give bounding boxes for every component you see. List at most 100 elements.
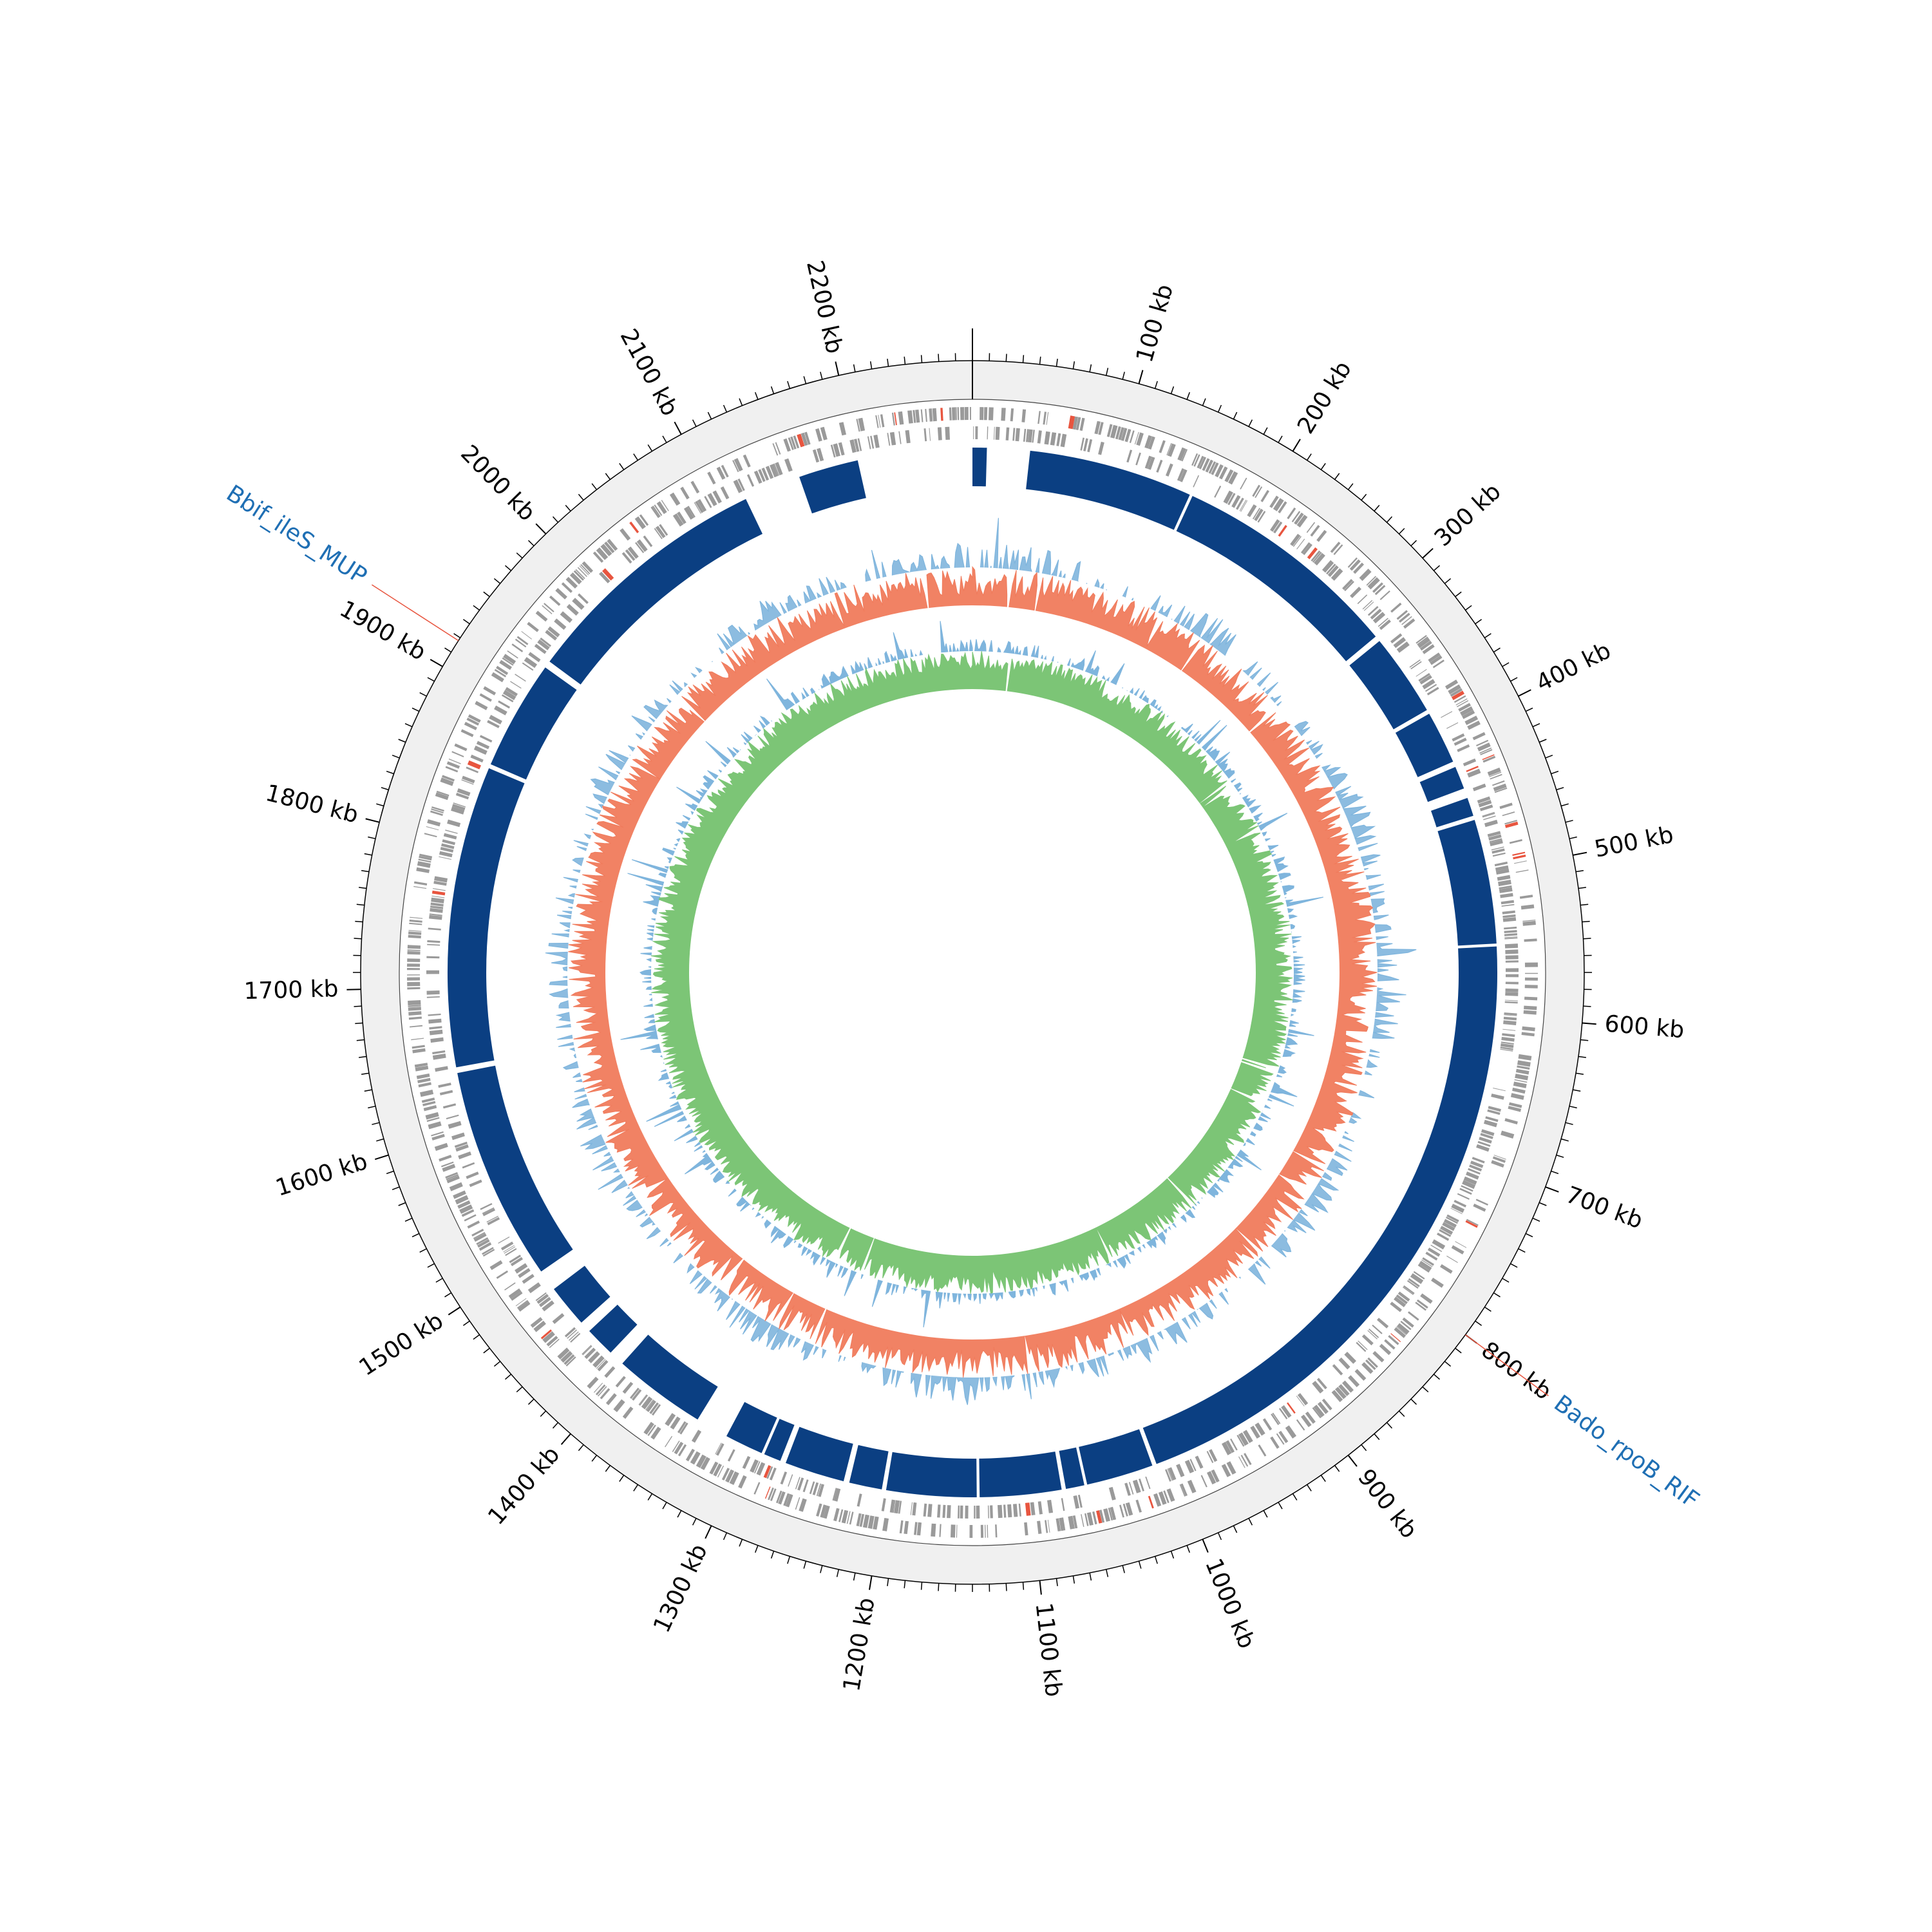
gene-feature [695, 500, 704, 513]
gene-feature [477, 1239, 490, 1248]
gene-feature [527, 621, 539, 632]
gene-feature [510, 1256, 523, 1267]
minor-tick [1154, 1556, 1158, 1564]
minor-tick [578, 1444, 584, 1452]
minor-tick [754, 1545, 759, 1553]
gene-feature [742, 1455, 751, 1469]
gene-feature [1501, 1130, 1515, 1139]
gene-feature [1139, 1478, 1144, 1492]
gene-feature [964, 407, 969, 421]
gene-feature [1446, 1214, 1459, 1222]
gene-feature [670, 1416, 681, 1430]
gene-feature [436, 790, 450, 797]
gene-feature [1179, 1484, 1186, 1497]
gene-feature [1135, 1499, 1142, 1513]
gene-feature [715, 1443, 722, 1455]
gene-feature [838, 442, 845, 456]
gene-feature [430, 902, 444, 907]
gene-feature [1223, 490, 1233, 504]
gene-feature [435, 1066, 448, 1072]
minor-tick [787, 1556, 791, 1564]
gene-feature [795, 1477, 800, 1490]
gene-feature [446, 761, 460, 769]
gene-feature [1518, 1054, 1532, 1061]
gene-feature [1475, 1198, 1488, 1206]
minor-tick [1386, 1422, 1393, 1429]
gene-feature [1504, 926, 1517, 930]
gene-feature [1272, 1412, 1281, 1425]
tick-label: 1300 kb [649, 1540, 713, 1636]
gene-feature [1361, 1362, 1374, 1374]
gene-feature [1430, 655, 1443, 665]
gene-feature [857, 438, 862, 451]
gene-feature [1311, 550, 1321, 562]
gene-feature [1240, 1455, 1249, 1467]
gene-feature [1145, 1476, 1151, 1490]
minor-tick [1022, 355, 1025, 363]
gene-feature [1077, 1495, 1083, 1508]
homology-block [589, 1304, 638, 1353]
minor-tick [662, 1502, 667, 1510]
gene-feature [470, 754, 484, 762]
minor-tick [1575, 869, 1584, 873]
gene-feature [1504, 937, 1518, 940]
gene-feature [407, 945, 421, 949]
minor-tick [1022, 1582, 1025, 1590]
gene-feature [1305, 1411, 1316, 1424]
gene-feature [1108, 1486, 1116, 1501]
gene-feature [547, 626, 560, 638]
minor-tick [398, 1202, 406, 1206]
gene-feature [503, 1245, 515, 1253]
minor-tick [356, 1039, 365, 1041]
minor-tick [1361, 493, 1367, 501]
gene-feature [459, 1204, 473, 1214]
gene-feature [1044, 431, 1050, 445]
homology-block [786, 1426, 853, 1482]
gene-feature [1403, 1285, 1415, 1294]
gene-feature [1012, 428, 1016, 441]
gene-feature [639, 1394, 649, 1406]
gene-feature [1524, 977, 1538, 981]
gene-feature [1515, 1068, 1530, 1075]
gene-feature [466, 717, 480, 726]
gene-feature [1115, 426, 1121, 440]
gene-feature [419, 855, 432, 861]
gene-feature [878, 415, 881, 428]
gene-feature [687, 506, 696, 518]
gene-feature [433, 888, 446, 891]
minor-tick [381, 787, 389, 791]
gene-feature [873, 435, 880, 448]
minor-tick [1518, 1248, 1526, 1253]
gene-feature [408, 934, 421, 939]
gene-feature [1439, 1229, 1452, 1237]
gene-feature [1322, 560, 1334, 573]
minor-tick [493, 578, 501, 584]
gene-feature [1504, 1012, 1517, 1016]
minor-tick [1248, 1518, 1253, 1526]
gene-feature [1460, 706, 1473, 716]
gene-feature [546, 1336, 558, 1347]
homology-block [972, 447, 987, 487]
gene-feature [1488, 834, 1502, 841]
gene-feature [555, 588, 567, 600]
gene-feature [1457, 744, 1470, 752]
gene-feature [407, 981, 421, 987]
gene-feature [1473, 1204, 1486, 1212]
gene-feature [1253, 507, 1260, 520]
gene-feature [1075, 417, 1081, 430]
gene-feature [428, 1018, 442, 1024]
minor-tick [412, 1233, 420, 1238]
minor-tick [1170, 386, 1175, 394]
gene-feature [1457, 700, 1469, 708]
minor-tick [462, 1320, 470, 1326]
minor-tick [820, 1565, 823, 1573]
gene-feature [1499, 802, 1513, 810]
gene-feature [502, 690, 516, 701]
gene-feature [1472, 1157, 1485, 1164]
gene-feature [505, 1248, 517, 1256]
gene-feature [1342, 1380, 1354, 1393]
minor-tick [1580, 1039, 1589, 1041]
gene-feature [473, 1232, 486, 1240]
gene-feature [625, 549, 636, 561]
minor-tick [392, 1186, 400, 1191]
